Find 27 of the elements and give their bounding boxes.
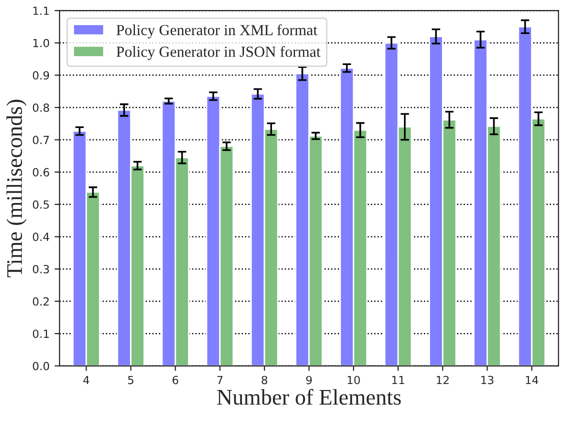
x-tick-label: 8	[262, 376, 268, 384]
y-tick-label: 0.5	[32, 200, 49, 209]
x-tick-label: 4	[83, 376, 90, 384]
y-tick-label: 0.4	[32, 232, 50, 242]
legend-label: Policy Generator in XML format	[116, 24, 318, 38]
x-tick-label: 14	[526, 376, 538, 384]
x-tick-label: 9	[306, 376, 312, 384]
legend-label: Policy Generator in JSON format	[116, 46, 320, 60]
y-tick-label: 0.9	[32, 71, 50, 80]
y-axis-title: Time (milliseconds)	[6, 100, 27, 278]
y-tick-label: 0.6	[32, 168, 50, 176]
x-tick-label: 5	[128, 376, 134, 384]
y-tick-label: 0.1	[32, 330, 49, 338]
y-tick-label: 0.8	[32, 103, 50, 112]
x-tick-label: 12	[436, 376, 449, 384]
y-tick-label: 0.2	[32, 297, 49, 306]
y-tick-label: 0.0	[32, 362, 50, 370]
y-tick-label: 1.0	[33, 38, 50, 48]
x-tick-label: 10	[348, 376, 360, 384]
x-tick-label: 13	[481, 376, 494, 384]
x-tick-label: 11	[392, 376, 404, 384]
y-tick-label: 0.3	[32, 264, 49, 274]
x-tick-label: 7	[217, 376, 222, 384]
y-tick-label: 1.1	[33, 6, 49, 15]
y-tick-label: 0.7	[32, 136, 49, 144]
x-axis-title: Number of Elements	[217, 388, 401, 405]
x-tick-label: 6	[172, 376, 178, 384]
